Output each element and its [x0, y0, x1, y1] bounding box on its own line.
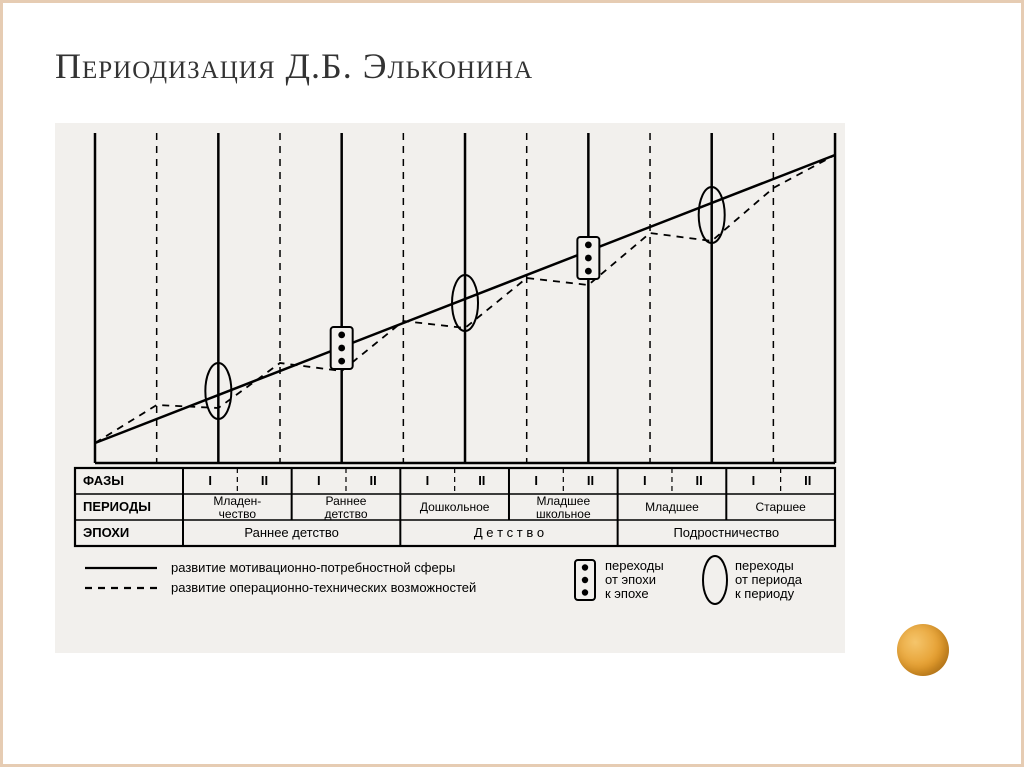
- svg-text:I: I: [317, 473, 321, 488]
- svg-text:Младен-: Младен-: [213, 494, 261, 508]
- svg-text:Младшее: Младшее: [645, 500, 699, 514]
- svg-text:II: II: [696, 473, 703, 488]
- svg-text:Раннее детство: Раннее детство: [244, 525, 339, 540]
- title-text: Периодизация Д.Б. Эльконина: [55, 46, 533, 86]
- svg-text:к периоду: к периоду: [735, 586, 795, 601]
- svg-text:I: I: [208, 473, 212, 488]
- svg-text:I: I: [643, 473, 647, 488]
- svg-text:II: II: [587, 473, 594, 488]
- svg-text:детство: детство: [324, 507, 367, 521]
- svg-text:Старшее: Старшее: [755, 500, 806, 514]
- svg-text:от эпохи: от эпохи: [605, 572, 656, 587]
- svg-text:развитие мотивационно-потребно: развитие мотивационно-потребностной сфер…: [171, 560, 455, 575]
- svg-text:Младшее: Младшее: [536, 494, 590, 508]
- svg-text:развитие операционно-техническ: развитие операционно-технических возможн…: [171, 580, 476, 595]
- svg-text:ПЕРИОДЫ: ПЕРИОДЫ: [83, 499, 151, 514]
- svg-text:Подростничество: Подростничество: [673, 525, 779, 540]
- svg-text:ЭПОХИ: ЭПОХИ: [83, 525, 129, 540]
- svg-text:I: I: [752, 473, 756, 488]
- svg-text:чество: чество: [219, 507, 257, 521]
- svg-text:II: II: [370, 473, 377, 488]
- svg-text:II: II: [478, 473, 485, 488]
- svg-text:II: II: [804, 473, 811, 488]
- accent-dot: [897, 624, 949, 676]
- svg-text:к эпохе: к эпохе: [605, 586, 649, 601]
- svg-text:I: I: [426, 473, 430, 488]
- svg-text:I: I: [534, 473, 538, 488]
- svg-text:от периода: от периода: [735, 572, 803, 587]
- svg-text:переходы: переходы: [605, 558, 664, 573]
- svg-text:Д е т с т в о: Д е т с т в о: [474, 525, 544, 540]
- svg-text:ФАЗЫ: ФАЗЫ: [83, 473, 124, 488]
- svg-text:школьное: школьное: [536, 507, 591, 521]
- svg-text:переходы: переходы: [735, 558, 794, 573]
- elkonin-figure: ФАЗЫIIIIIIIIIIIIIIIIIIПЕРИОДЫМладен-чест…: [55, 123, 845, 653]
- svg-text:II: II: [261, 473, 268, 488]
- svg-text:Раннее: Раннее: [326, 494, 367, 508]
- svg-text:Дошкольное: Дошкольное: [420, 500, 490, 514]
- page-title: Периодизация Д.Б. Эльконина: [55, 45, 969, 87]
